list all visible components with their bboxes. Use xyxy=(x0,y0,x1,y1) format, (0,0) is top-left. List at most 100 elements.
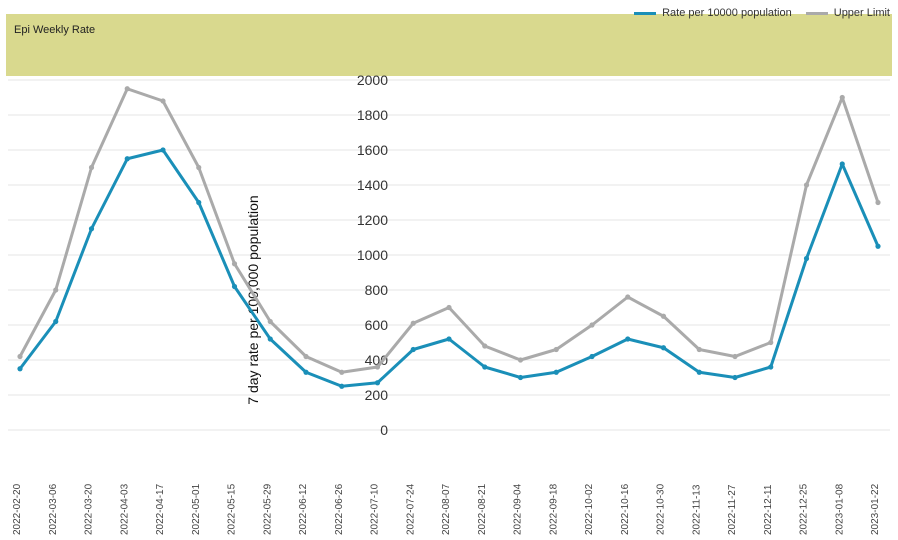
series-0-point-15 xyxy=(553,369,559,375)
series-0-point-5 xyxy=(196,199,202,206)
series-0-point-13 xyxy=(482,364,488,370)
series-0-point-18 xyxy=(660,345,667,351)
series-0-point-12 xyxy=(446,336,452,342)
series-1-point-23 xyxy=(839,94,845,101)
legend-item-upper[interactable]: Upper Limit xyxy=(805,7,890,19)
series-1-point-24 xyxy=(875,199,881,206)
x-tick-label-6: 2022-05-15 xyxy=(227,483,238,535)
x-tick-label-20: 2022-11-27 xyxy=(727,484,738,535)
x-tick-label-16: 2022-10-02 xyxy=(584,483,595,535)
chart-heading: Epi Weekly Rate xyxy=(14,24,96,36)
y-tick-label-0: 0 xyxy=(380,422,388,438)
x-tick-label-11: 2022-07-24 xyxy=(405,483,416,535)
y-tick-label-5: 1000 xyxy=(357,247,388,263)
series-0-point-24 xyxy=(875,243,881,249)
x-tick-label-4: 2022-04-17 xyxy=(155,483,166,535)
series-0-point-22 xyxy=(803,255,810,262)
x-tick-label-18: 2022-10-30 xyxy=(656,483,667,535)
series-0-point-9 xyxy=(339,383,345,389)
series-0-point-16 xyxy=(589,353,595,360)
legend-item-rate[interactable]: Rate per 10000 population xyxy=(634,7,792,19)
series-1-point-4 xyxy=(160,98,166,104)
gridlines xyxy=(8,79,890,431)
x-tick-label-14: 2022-09-04 xyxy=(513,483,524,535)
x-tick-label-22: 2022-12-25 xyxy=(799,483,810,535)
legend-swatch-upper xyxy=(805,11,828,15)
series-1-point-0 xyxy=(17,353,23,360)
series-1-point-16 xyxy=(589,322,595,328)
series-1-point-20 xyxy=(732,353,738,360)
y-tick-label-7: 1400 xyxy=(357,177,388,193)
series-1-point-6 xyxy=(231,261,238,267)
y-tick-label-8: 1600 xyxy=(357,142,388,158)
series-0-point-4 xyxy=(160,147,166,153)
series-1-point-1 xyxy=(53,287,59,293)
series-0-point-19 xyxy=(696,369,702,375)
series-0-point-6 xyxy=(231,283,238,290)
series-1-point-2 xyxy=(88,164,95,171)
series-1-point-14 xyxy=(517,357,524,363)
x-tick-label-12: 2022-08-07 xyxy=(441,483,452,535)
x-tick-label-13: 2022-08-21 xyxy=(477,483,488,535)
x-tick-label-7: 2022-05-29 xyxy=(262,483,273,535)
x-tick-label-21: 2022-12-11 xyxy=(763,484,774,535)
series-0-point-1 xyxy=(53,318,59,325)
y-tick-label-2: 400 xyxy=(365,352,389,368)
y-tick-label-9: 1800 xyxy=(357,107,388,123)
series-1-point-3 xyxy=(124,86,130,92)
series-0-point-2 xyxy=(88,226,95,232)
x-tick-label-2: 2022-03-20 xyxy=(84,483,95,535)
series-0-point-14 xyxy=(517,374,524,381)
series-line-1 xyxy=(18,87,880,374)
series-0-point-17 xyxy=(625,336,631,342)
legend-label-rate: Rate per 10000 population xyxy=(662,7,792,19)
x-tick-label-3: 2022-04-03 xyxy=(119,483,130,535)
y-axis-label: 7 day rate per 100,000 population xyxy=(245,195,261,404)
series-0-point-0 xyxy=(17,366,23,372)
x-tick-label-23: 2023-01-08 xyxy=(834,483,845,535)
x-axis-ticks: 2022-02-20 2022-03-06 2022-03-20 2022-04-03… xyxy=(12,483,881,535)
series-0-point-8 xyxy=(303,369,309,375)
legend: Rate per 10000 population Upper Limit xyxy=(634,4,890,22)
series-0-point-23 xyxy=(839,161,845,167)
legend-swatch-rate xyxy=(634,11,657,15)
series-1-point-7 xyxy=(267,318,273,325)
series-0-point-21 xyxy=(768,364,774,370)
series-0-point-20 xyxy=(732,374,738,381)
y-tick-label-10: 2000 xyxy=(357,72,388,88)
series-1-point-8 xyxy=(303,353,309,360)
y-axis-ticks: 0 200 400 600 800 1000 1200 1400 1600 1800 2000 xyxy=(357,72,388,438)
legend-label-upper: Upper Limit xyxy=(833,7,890,19)
x-tick-label-8: 2022-06-12 xyxy=(298,483,309,535)
series-1-point-12 xyxy=(446,304,452,311)
series-1-point-21 xyxy=(768,339,774,346)
x-tick-label-9: 2022-06-26 xyxy=(334,483,345,535)
header-band: Epi Weekly Rate xyxy=(6,14,892,76)
x-tick-label-24: 2023-01-22 xyxy=(870,483,881,535)
series-1-point-18 xyxy=(660,313,667,319)
series-1-point-9 xyxy=(339,369,345,375)
x-tick-label-5: 2022-05-01 xyxy=(191,483,202,535)
x-tick-label-15: 2022-09-18 xyxy=(548,483,559,535)
series-1-point-5 xyxy=(196,164,202,171)
series-lines xyxy=(17,86,881,389)
series-1-point-11 xyxy=(410,320,416,326)
y-tick-label-3: 600 xyxy=(365,317,389,333)
series-1-point-22 xyxy=(803,182,810,188)
x-tick-label-0: 2022-02-20 xyxy=(12,483,23,535)
x-tick-label-1: 2022-03-06 xyxy=(48,483,59,535)
y-tick-label-1: 200 xyxy=(365,387,389,403)
x-tick-label-10: 2022-07-10 xyxy=(370,483,381,535)
series-1-point-19 xyxy=(696,346,702,353)
series-1-point-10 xyxy=(374,364,381,370)
y-tick-label-6: 1200 xyxy=(357,212,388,228)
x-tick-label-17: 2022-10-16 xyxy=(620,483,631,535)
series-1-point-13 xyxy=(482,343,488,349)
x-tick-label-19: 2022-11-13 xyxy=(691,484,702,535)
series-0-point-10 xyxy=(374,380,381,386)
series-0-point-3 xyxy=(124,156,130,162)
y-tick-label-4: 800 xyxy=(365,282,389,298)
series-1-point-17 xyxy=(625,294,631,300)
series-1-point-15 xyxy=(553,346,559,353)
